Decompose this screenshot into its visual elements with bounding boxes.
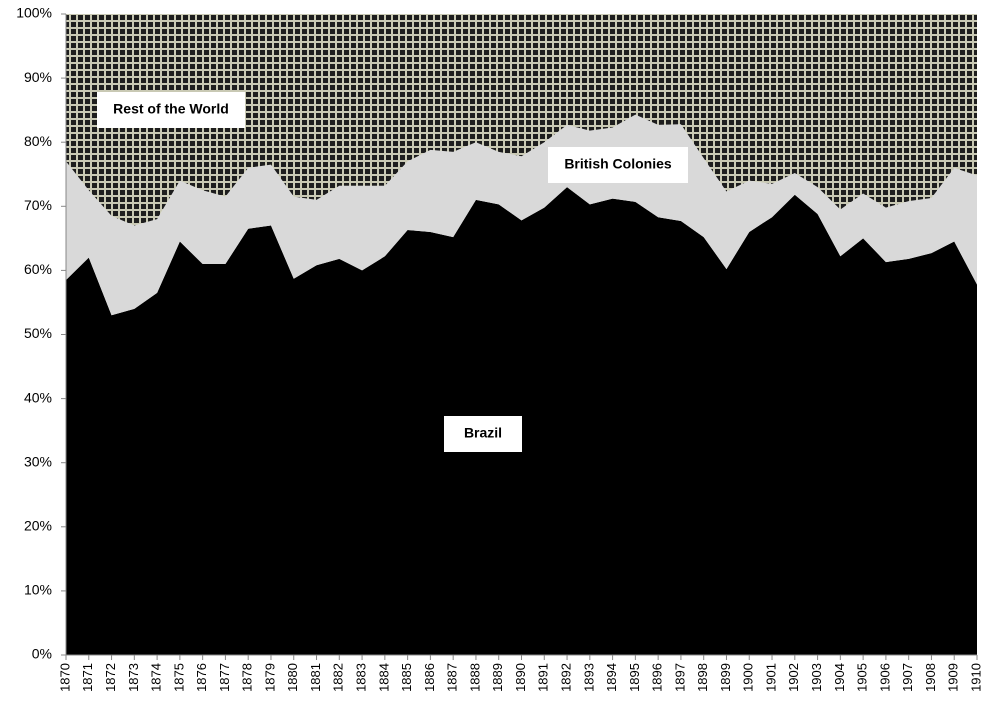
x-tick-label: 1872 [103,663,118,692]
y-tick-label: 50% [24,325,52,341]
x-tick-label: 1901 [763,663,778,692]
x-tick-label: 1878 [240,663,255,692]
x-tick-label: 1895 [627,663,642,692]
y-tick-label: 90% [24,69,52,85]
x-tick-label: 1898 [695,663,710,692]
x-tick-label: 1887 [445,663,460,692]
x-tick-label: 1908 [923,663,938,692]
x-tick-label: 1897 [672,663,687,692]
area [66,14,977,226]
x-tick-label: 1883 [354,663,369,692]
x-tick-label: 1884 [376,663,391,692]
y-tick-label: 70% [24,197,52,213]
x-tick-label: 1904 [832,663,847,692]
x-tick-label: 1909 [946,663,961,692]
x-tick-label: 1885 [399,663,414,692]
legend-box [444,416,522,452]
x-tick-label: 1888 [467,663,482,692]
x-tick-label: 1880 [285,663,300,692]
x-tick-label: 1890 [513,663,528,692]
x-tick-label: 1889 [490,663,505,692]
x-tick-label: 1899 [718,663,733,692]
x-tick-label: 1875 [171,663,186,692]
y-tick-label: 10% [24,582,52,598]
x-tick-label: 1882 [331,663,346,692]
x-tick-label: 1874 [149,663,164,692]
x-tick-label: 1870 [57,663,72,692]
x-tick-label: 1892 [558,663,573,692]
legend-box [548,147,688,183]
legend-label: British Colonies [564,156,672,172]
x-tick-label: 1907 [900,663,915,692]
x-tick-label: 1900 [741,663,756,692]
x-tick-label: 1891 [536,663,551,692]
x-tick-label: 1906 [877,663,892,692]
x-tick-label: 1886 [422,663,437,692]
x-tick-label: 1879 [262,663,277,692]
y-tick-label: 100% [16,5,52,21]
legend-label: Rest of the World [113,101,229,117]
area [66,114,977,316]
y-tick-label: 0% [32,646,52,662]
x-tick-label: 1903 [809,663,824,692]
x-tick-label: 1905 [855,663,870,692]
x-tick-label: 1894 [604,663,619,692]
x-tick-label: 1876 [194,663,209,692]
x-tick-label: 1877 [217,663,232,692]
x-tick-label: 1871 [80,663,95,692]
y-tick-label: 80% [24,133,52,149]
x-tick-label: 1896 [650,663,665,692]
x-tick-label: 1910 [968,663,983,692]
y-tick-label: 60% [24,261,52,277]
legend-label: Brazil [464,425,502,441]
x-tick-label: 1902 [786,663,801,692]
y-tick-label: 40% [24,389,52,405]
y-tick-label: 30% [24,453,52,469]
x-tick-label: 1881 [308,663,323,692]
legend-box [97,92,245,128]
x-tick-label: 1873 [126,663,141,692]
x-tick-label: 1893 [581,663,596,692]
y-tick-label: 20% [24,518,52,534]
